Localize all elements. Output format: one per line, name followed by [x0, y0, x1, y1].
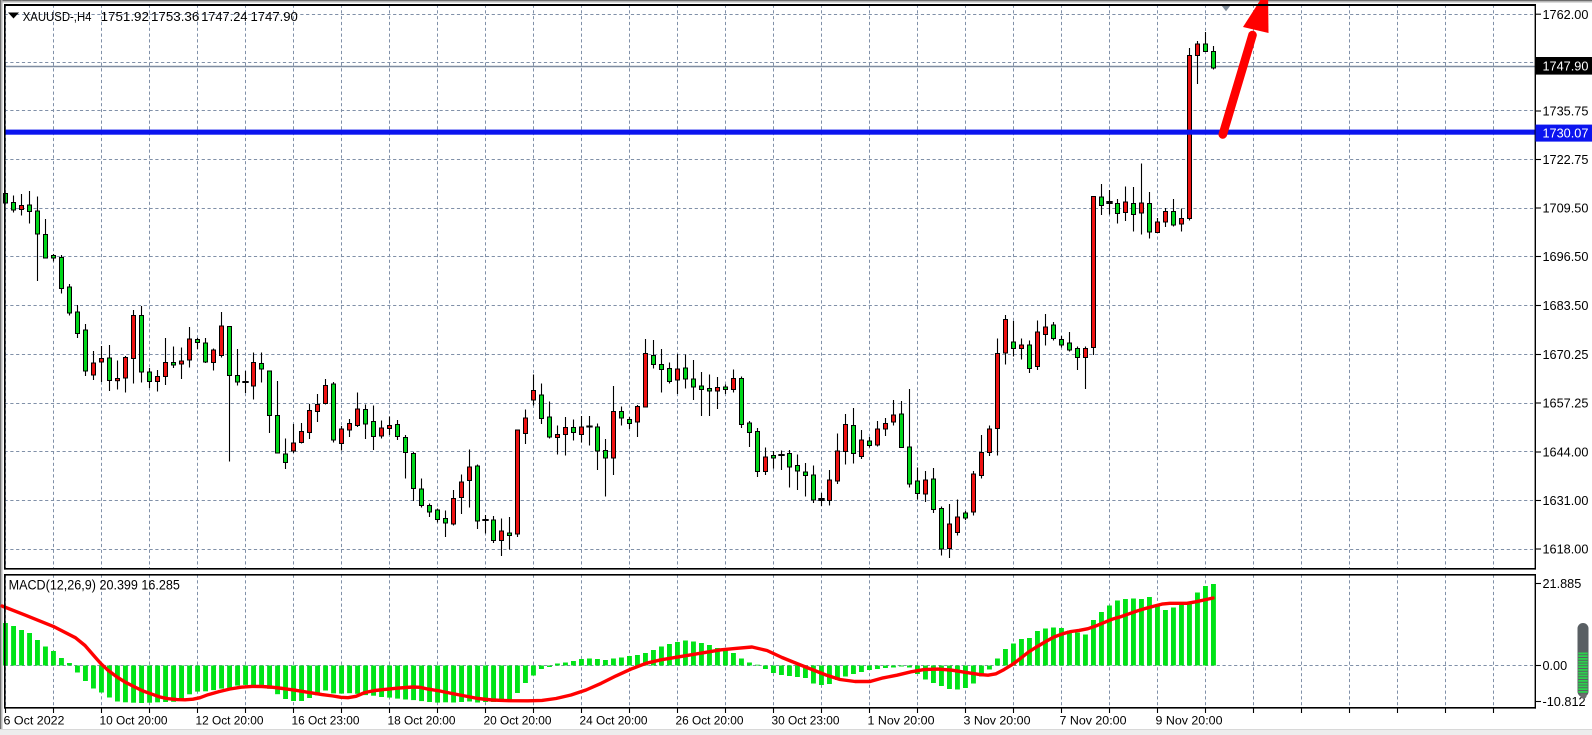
svg-text:1696.50: 1696.50	[1543, 249, 1589, 264]
svg-text:10 Oct 20:00: 10 Oct 20:00	[100, 714, 168, 728]
svg-text:-10.812: -10.812	[1543, 694, 1586, 709]
svg-text:1722.75: 1722.75	[1543, 152, 1589, 167]
svg-text:26 Oct 20:00: 26 Oct 20:00	[676, 714, 744, 728]
svg-text:6 Oct 2022: 6 Oct 2022	[4, 714, 65, 728]
svg-text:1747.24: 1747.24	[201, 9, 247, 24]
svg-text:18 Oct 20:00: 18 Oct 20:00	[388, 714, 456, 728]
svg-text:1644.00: 1644.00	[1543, 445, 1589, 460]
svg-text:1747.90: 1747.90	[251, 9, 298, 24]
svg-text:1709.50: 1709.50	[1543, 201, 1589, 216]
svg-text:1670.25: 1670.25	[1543, 347, 1589, 362]
svg-text:MACD(12,26,9) 20.399 16.285: MACD(12,26,9) 20.399 16.285	[9, 578, 180, 593]
svg-text:1747.90: 1747.90	[1543, 59, 1589, 74]
svg-text:30 Oct 23:00: 30 Oct 23:00	[772, 714, 840, 728]
svg-text:1657.25: 1657.25	[1543, 396, 1589, 411]
svg-text:3 Nov 20:00: 3 Nov 20:00	[964, 714, 1031, 728]
svg-text:1753.36: 1753.36	[151, 9, 199, 24]
svg-text:1735.75: 1735.75	[1543, 104, 1589, 119]
svg-text:XAUUSD-,H4: XAUUSD-,H4	[23, 9, 92, 24]
svg-text:0.00: 0.00	[1543, 658, 1568, 673]
svg-text:20 Oct 20:00: 20 Oct 20:00	[484, 714, 552, 728]
svg-text:1618.00: 1618.00	[1543, 542, 1589, 557]
svg-text:7 Nov 20:00: 7 Nov 20:00	[1060, 714, 1127, 728]
svg-text:21.885: 21.885	[1543, 576, 1582, 591]
svg-text:1762.00: 1762.00	[1543, 7, 1589, 22]
svg-text:1730.07: 1730.07	[1543, 126, 1589, 141]
svg-text:1 Nov 20:00: 1 Nov 20:00	[868, 714, 935, 728]
svg-text:1751.92: 1751.92	[101, 9, 149, 24]
svg-text:1631.00: 1631.00	[1543, 493, 1589, 508]
svg-text:16 Oct 23:00: 16 Oct 23:00	[292, 714, 360, 728]
svg-text:1683.50: 1683.50	[1543, 298, 1589, 313]
svg-text:9 Nov 20:00: 9 Nov 20:00	[1156, 714, 1223, 728]
svg-text:12 Oct 20:00: 12 Oct 20:00	[196, 714, 264, 728]
svg-text:24 Oct 20:00: 24 Oct 20:00	[580, 714, 648, 728]
